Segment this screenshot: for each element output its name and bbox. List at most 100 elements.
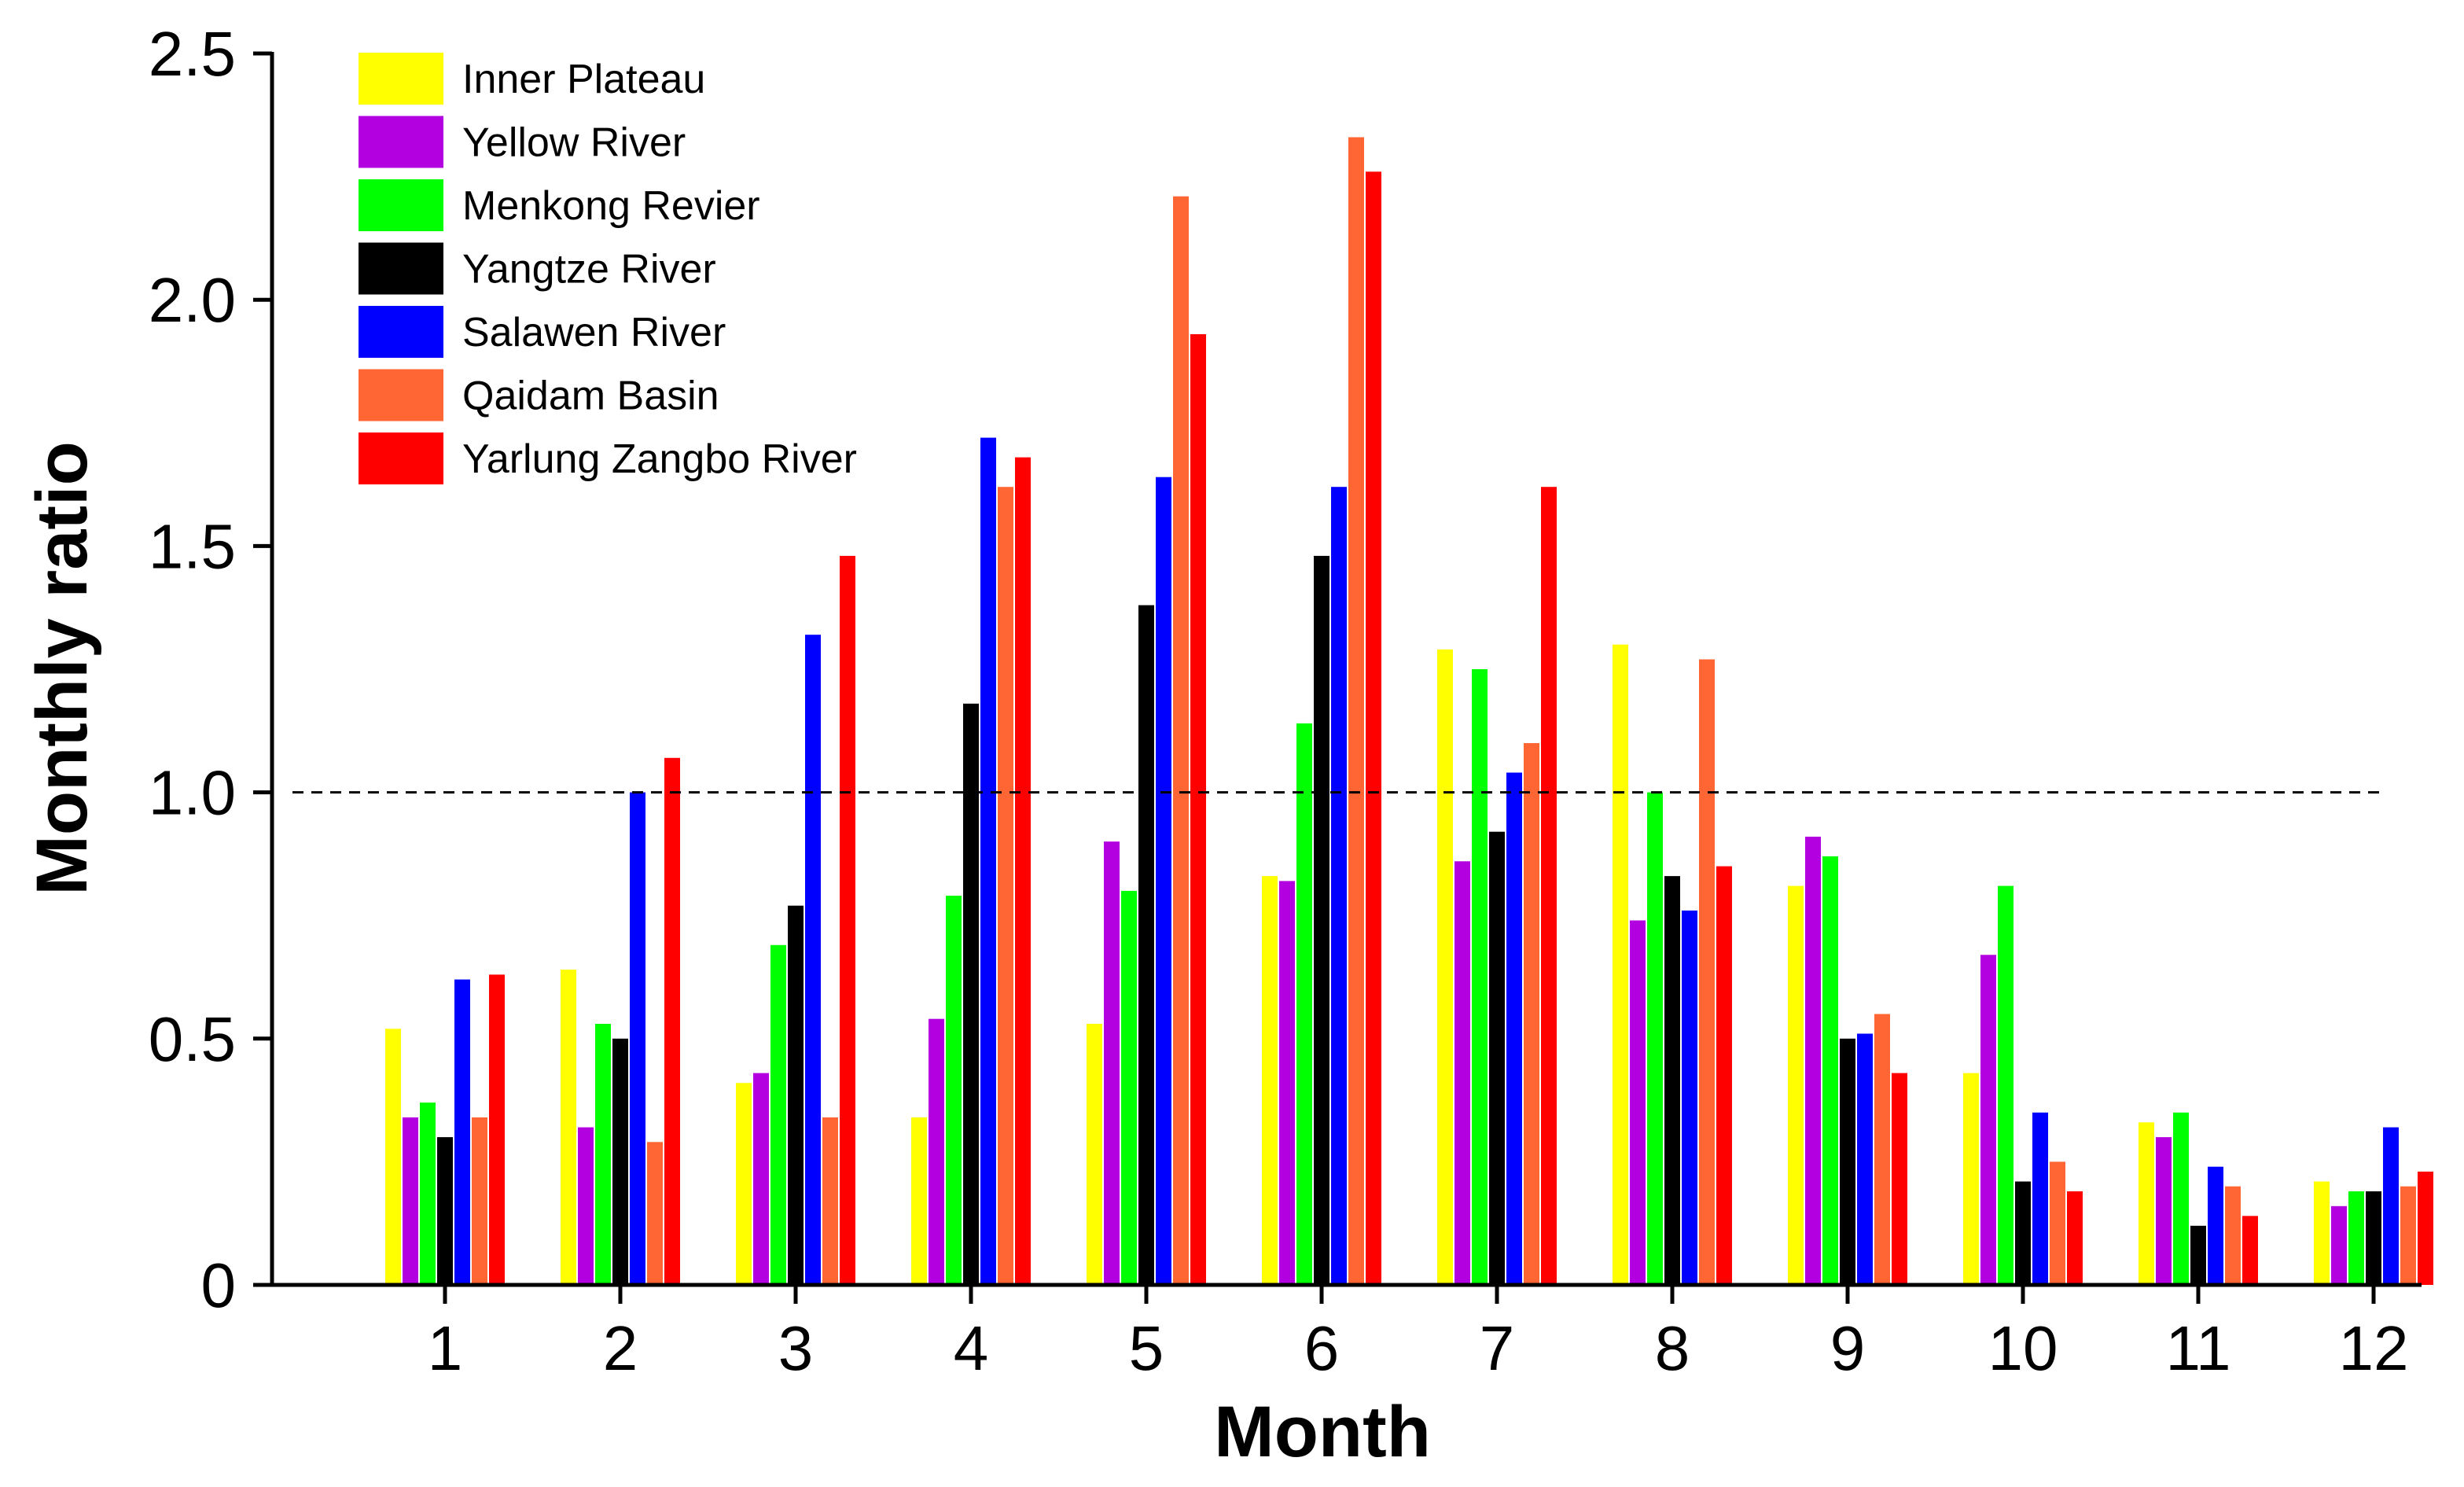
bar: [963, 703, 979, 1285]
bar: [1892, 1073, 1907, 1285]
bar: [1980, 955, 1996, 1285]
bar: [2050, 1161, 2065, 1285]
bar: [472, 1117, 487, 1285]
bar: [1156, 477, 1171, 1286]
bar: [822, 1117, 838, 1285]
bar: [2400, 1186, 2416, 1285]
bar: [1331, 487, 1347, 1285]
bar: [998, 487, 1013, 1285]
x-axis-label: Month: [1214, 1392, 1431, 1472]
y-tick-label: 1.5: [149, 511, 236, 581]
bar: [1489, 831, 1505, 1285]
bars-layer: [385, 137, 2433, 1286]
bar: [1963, 1073, 1979, 1285]
x-tick-label: 7: [1480, 1313, 1515, 1383]
bar: [1472, 669, 1488, 1285]
bar: [1524, 743, 1539, 1285]
bar: [578, 1127, 594, 1285]
x-tick-label: 8: [1655, 1313, 1690, 1383]
bar: [437, 1137, 453, 1285]
x-tick-label: 12: [2339, 1313, 2409, 1383]
bar: [946, 896, 962, 1285]
legend-label: Salawen River: [462, 310, 726, 355]
bar: [561, 970, 576, 1285]
bar: [2208, 1166, 2223, 1285]
x-tick-label: 5: [1129, 1313, 1164, 1383]
bar: [1788, 885, 1804, 1285]
bar: [1874, 1014, 1890, 1285]
legend-swatch: [359, 242, 443, 295]
bar: [1647, 792, 1663, 1285]
bar: [1262, 876, 1278, 1285]
bar: [2015, 1181, 2031, 1285]
x-tick-label: 11: [2165, 1313, 2230, 1383]
bar: [1296, 723, 1312, 1285]
bar: [2190, 1225, 2206, 1285]
bar: [647, 1142, 663, 1285]
bar: [2331, 1205, 2347, 1285]
axes-layer: 00.51.01.52.02.51 2 3 4 5 6 7 8 9 10 11 12MonthMont…: [22, 19, 2422, 1472]
bar: [2225, 1186, 2241, 1285]
x-tick-label: 9: [1830, 1313, 1866, 1383]
bar: [2366, 1191, 2381, 1285]
bar: [1716, 866, 1732, 1285]
bar: [805, 635, 821, 1285]
bar: [1805, 837, 1821, 1285]
bar: [1541, 487, 1557, 1285]
bar: [1613, 644, 1628, 1285]
bar: [385, 1029, 401, 1285]
bar: [2173, 1112, 2189, 1285]
legend-swatch: [359, 53, 443, 105]
bar: [630, 792, 645, 1285]
legend-swatch: [359, 432, 443, 484]
bar: [1857, 1033, 1873, 1285]
bar: [1104, 841, 1120, 1285]
bar: [1121, 890, 1137, 1285]
bar: [1173, 196, 1189, 1286]
legend-swatch: [359, 369, 443, 421]
bar: [1454, 861, 1470, 1285]
bar: [2418, 1171, 2433, 1285]
y-tick-label: 2.5: [149, 19, 236, 89]
bar: [1664, 876, 1680, 1285]
bar: [1998, 885, 2013, 1285]
bar: [929, 1018, 944, 1285]
bar: [489, 974, 505, 1285]
bar: [2242, 1216, 2258, 1285]
bar: [911, 1117, 927, 1285]
bar: [840, 555, 855, 1285]
bar: [595, 1024, 611, 1285]
bar: [2314, 1181, 2330, 1285]
bar: [1822, 856, 1838, 1285]
bar: [1437, 649, 1453, 1285]
y-axis-label: Monthly ratio: [22, 441, 102, 896]
bar: [1279, 881, 1295, 1285]
bar: [736, 1083, 752, 1285]
bar: [1366, 171, 1381, 1285]
bar: [1015, 457, 1031, 1285]
bar: [1348, 137, 1364, 1285]
bar: [1840, 1038, 1855, 1285]
y-tick-label: 1.0: [149, 758, 236, 828]
bar: [1190, 334, 1206, 1285]
bar: [403, 1117, 418, 1285]
y-tick-label: 0.5: [149, 1004, 236, 1074]
bar: [454, 979, 470, 1285]
legend-label: Menkong Revier: [462, 183, 760, 229]
x-tick-label: 3: [778, 1313, 814, 1383]
bar: [2139, 1122, 2154, 1285]
bar: [753, 1073, 769, 1285]
bar: [1699, 659, 1715, 1285]
bar: [2032, 1112, 2048, 1285]
bar: [788, 905, 804, 1285]
legend-label: Qaidam Basin: [462, 374, 719, 419]
bar: [2383, 1127, 2399, 1285]
bar: [2067, 1191, 2083, 1285]
x-tick-label: 2: [603, 1313, 638, 1383]
bar: [420, 1102, 436, 1285]
bar: [770, 944, 786, 1285]
legend-label: Yangtze River: [462, 247, 716, 293]
bar: [1087, 1024, 1102, 1285]
